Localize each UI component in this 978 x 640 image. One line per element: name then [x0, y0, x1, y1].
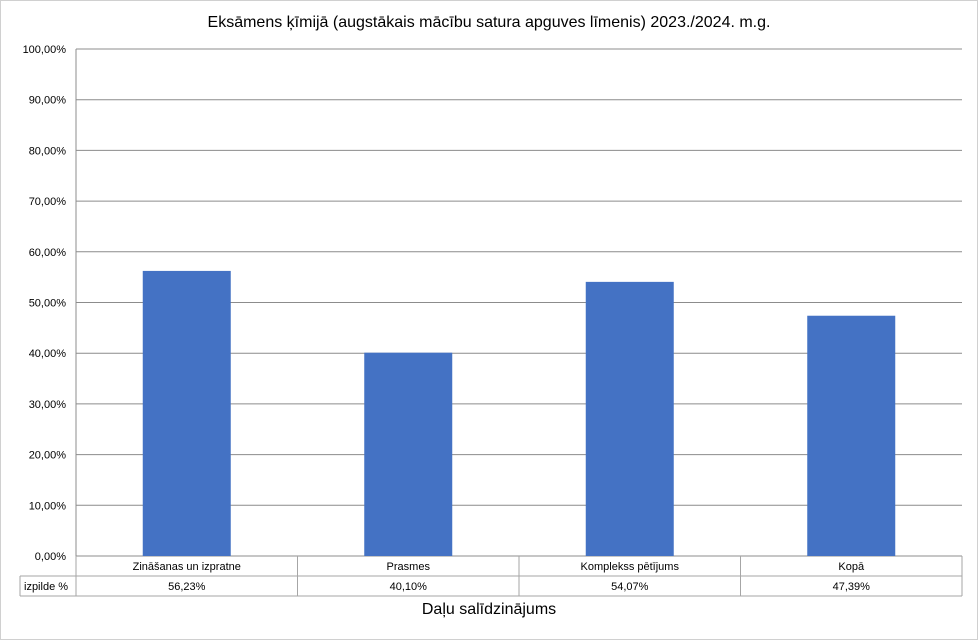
- y-tick-label: 40,00%: [29, 348, 67, 360]
- y-tick-label: 100,00%: [23, 44, 67, 56]
- y-tick-label: 50,00%: [29, 298, 67, 310]
- y-tick-label: 30,00%: [29, 399, 67, 411]
- bar: [585, 281, 674, 556]
- category-label: Zināšanas un izpratne: [133, 561, 241, 573]
- y-tick-label: 80,00%: [29, 145, 67, 157]
- y-tick-label: 90,00%: [29, 95, 67, 107]
- chart-title: Eksāmens ķīmijā (augstākais mācību satur…: [207, 14, 771, 31]
- series-name: izpilde %: [24, 581, 68, 593]
- y-tick-label: 60,00%: [29, 247, 67, 259]
- data-label: 47,39%: [833, 581, 871, 593]
- data-label: 56,23%: [168, 581, 206, 593]
- y-axis-ticks: 0,00% 10,00% 20,00% 30,00% 40,00% 50,00% 60,00…: [23, 44, 67, 563]
- data-label: 40,10%: [390, 581, 428, 593]
- x-axis-title: Daļu salīdzinājums: [421, 601, 557, 618]
- bar: [142, 270, 231, 556]
- bar: [364, 352, 453, 556]
- y-tick-label: 70,00%: [29, 196, 67, 208]
- data-label: 54,07%: [611, 581, 649, 593]
- category-label: Komplekss pētījums: [581, 561, 680, 573]
- bar: [807, 315, 896, 556]
- category-label: Kopā: [838, 561, 865, 573]
- bars: [142, 270, 896, 556]
- y-tick-label: 20,00%: [29, 450, 67, 462]
- y-tick-label: 0,00%: [35, 551, 66, 563]
- data-table: Zināšanas un izpratne 56,23% Prasmes 40,10%…: [19, 556, 963, 597]
- category-label: Prasmes: [387, 561, 431, 573]
- y-tick-label: 10,00%: [29, 500, 67, 512]
